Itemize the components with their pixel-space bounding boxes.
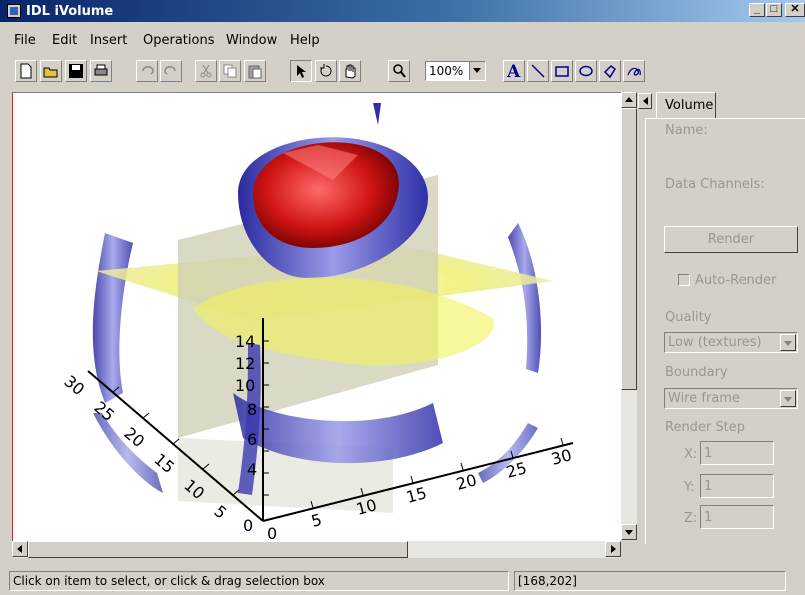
boundary-label: Boundary [665, 365, 728, 380]
print-button[interactable] [90, 60, 112, 82]
step-y-label: Y: [684, 480, 695, 495]
save-button[interactable] [65, 60, 87, 82]
z-tick-label: 12 [235, 354, 255, 373]
z-tick-label: 8 [247, 400, 257, 419]
horizontal-scroll-thumb[interactable] [28, 541, 408, 558]
y-tick-label: 5 [210, 502, 230, 523]
paste-button[interactable] [244, 60, 266, 82]
status-message-field: Click on item to select, or click & drag… [9, 571, 509, 591]
x-tick-label: 10 [354, 495, 379, 519]
copy-button[interactable] [219, 60, 241, 82]
panel-toggle-arrow-icon[interactable] [638, 93, 652, 109]
step-x-value: 1 [704, 446, 713, 461]
status-bar: Click on item to select, or click & drag… [0, 571, 805, 593]
z-tick-label: 6 [247, 430, 257, 449]
scroll-right-button[interactable] [605, 541, 621, 557]
menu-window[interactable]: Window [226, 33, 278, 48]
polygon-tool-button[interactable] [599, 60, 621, 82]
zoom-value: 100% [429, 64, 464, 78]
volume-canvas[interactable]: 14 12 10 8 6 4 0 0 5 10 15 20 25 30 30 2… [12, 92, 621, 543]
step-z-label: Z: [684, 511, 698, 526]
menu-insert[interactable]: Insert [90, 33, 128, 48]
scroll-left-button[interactable] [12, 541, 28, 557]
z-tick-label: 4 [247, 460, 257, 479]
x-tick-label: 30 [549, 445, 574, 469]
z-tick-label: 10 [235, 376, 255, 395]
tab-volume[interactable]: Volume [656, 92, 716, 119]
quality-value: Low (textures) [668, 335, 762, 350]
vertical-scrollbar[interactable] [621, 92, 637, 540]
z-tick-label: 14 [235, 332, 255, 351]
x-tick-label: 15 [404, 483, 429, 507]
step-z-value: 1 [704, 510, 713, 525]
step-x-input[interactable]: 1 [700, 441, 774, 465]
render-button-label: Render [707, 232, 755, 247]
step-x-label: X: [684, 447, 698, 462]
select-arrow-button[interactable] [290, 60, 312, 82]
status-coords-field: [168,202] [514, 571, 786, 591]
auto-render-checkbox[interactable] [678, 274, 690, 286]
y-tick-label: 30 [60, 372, 88, 400]
minimize-button[interactable]: _ [749, 3, 765, 17]
undo-button[interactable] [136, 60, 158, 82]
maximize-button[interactable]: □ [766, 3, 782, 17]
status-message: Click on item to select, or click & drag… [13, 574, 325, 588]
step-y-input[interactable]: 1 [700, 474, 774, 498]
origin-label: 0 [243, 516, 253, 535]
boundary-value: Wire frame [668, 391, 740, 406]
toolbar: 100% A [0, 60, 805, 88]
step-y-value: 1 [704, 479, 713, 494]
scroll-down-button[interactable] [621, 524, 637, 540]
open-file-button[interactable] [40, 60, 62, 82]
boundary-select[interactable]: Wire frame [664, 388, 798, 409]
x-tick-label: 5 [309, 510, 324, 531]
chevron-down-icon [469, 62, 485, 80]
scroll-up-button[interactable] [621, 92, 637, 108]
x-tick-label: 20 [454, 470, 479, 494]
window-title: IDL iVolume [26, 4, 114, 19]
y-tick-label: 25 [90, 398, 118, 426]
chevron-down-icon [780, 334, 796, 351]
name-label: Name: [665, 123, 708, 138]
rotate-button[interactable] [315, 60, 337, 82]
auto-render-label: Auto-Render [695, 273, 777, 288]
app-icon [7, 4, 21, 18]
close-button[interactable]: ✕ [785, 3, 805, 17]
render-step-label: Render Step [665, 420, 746, 435]
volume-rendering: 14 12 10 8 6 4 0 0 5 10 15 20 25 30 30 2… [60, 103, 574, 543]
chevron-down-icon [780, 390, 796, 407]
line-tool-button[interactable] [527, 60, 549, 82]
x-tick-label: 25 [504, 458, 529, 482]
rectangle-tool-button[interactable] [551, 60, 573, 82]
cut-button[interactable] [195, 60, 217, 82]
new-file-button[interactable] [15, 60, 37, 82]
text-tool-button[interactable]: A [503, 60, 525, 82]
redo-button[interactable] [160, 60, 182, 82]
zoom-select[interactable]: 100% [425, 61, 486, 81]
freehand-tool-button[interactable] [623, 60, 645, 82]
horizontal-scrollbar[interactable] [12, 541, 621, 558]
data-channels-label: Data Channels: [665, 177, 765, 192]
zoom-button[interactable] [388, 60, 410, 82]
svg-text:A: A [506, 62, 521, 80]
menu-help[interactable]: Help [290, 33, 320, 48]
tab-volume-label: Volume [665, 98, 714, 113]
menu-bar: File Edit Insert Operations Window Help [0, 33, 805, 53]
title-bar: IDL iVolume _ □ ✕ [0, 0, 805, 22]
quality-label: Quality [665, 310, 712, 325]
quality-select[interactable]: Low (textures) [664, 332, 798, 353]
menu-edit[interactable]: Edit [52, 33, 78, 48]
pan-hand-button[interactable] [339, 60, 361, 82]
x-tick-label: 0 [267, 524, 277, 541]
oval-tool-button[interactable] [575, 60, 597, 82]
status-coords: [168,202] [518, 574, 577, 588]
volume-properties-panel [645, 118, 805, 544]
menu-file[interactable]: File [14, 33, 36, 48]
vertical-scroll-thumb[interactable] [621, 108, 637, 390]
menu-operations[interactable]: Operations [143, 33, 215, 48]
render-button[interactable]: Render [664, 226, 798, 253]
step-z-input[interactable]: 1 [700, 505, 774, 529]
